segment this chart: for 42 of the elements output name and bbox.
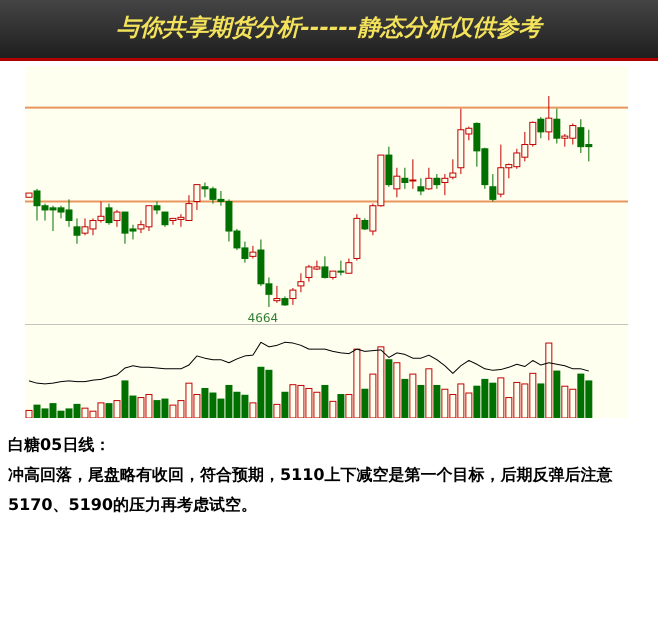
bar [417, 384, 424, 418]
candlestick [401, 167, 408, 190]
bar [321, 384, 328, 418]
candlestick [153, 201, 160, 215]
candlestick [105, 203, 112, 226]
candlestick [289, 288, 296, 306]
candlestick [281, 296, 288, 306]
candlestick [489, 174, 496, 202]
candlestick [537, 116, 544, 139]
bar [281, 392, 288, 418]
bar [433, 384, 440, 418]
bar [537, 383, 544, 418]
candlestick [553, 108, 560, 144]
candlestick [113, 209, 120, 228]
bar [337, 394, 344, 418]
candlestick [409, 158, 416, 190]
candlestick [361, 218, 368, 230]
candlestick [441, 174, 448, 196]
bar [105, 403, 112, 418]
candlestick [249, 245, 256, 259]
chart-title: 与你共享期货分析------静态分析仅供参考 [115, 14, 545, 43]
candlestick [337, 260, 344, 276]
candlestick [161, 212, 168, 228]
bar [361, 388, 368, 418]
candlestick [273, 285, 280, 304]
text: 白糖05日线： [8, 434, 112, 456]
bar [401, 378, 408, 418]
candlestick [321, 256, 328, 280]
candlestick [193, 184, 200, 210]
text: 4664 [248, 311, 278, 325]
candlestick [417, 178, 424, 196]
bar [553, 370, 560, 418]
text: 冲高回落，尾盘略有收回，符合预期，5110上下减空是第一个目标，后期反弹后注意5170、5190的压力再考虑试空。 [8, 464, 614, 516]
candlestick [433, 174, 440, 190]
candlestick [449, 158, 456, 180]
candlestick [73, 218, 80, 244]
candlestick [345, 258, 352, 274]
candlestick [393, 167, 400, 198]
bar [385, 359, 392, 418]
candlestick [545, 96, 552, 141]
candlestick [297, 272, 304, 293]
candlestick [425, 167, 432, 190]
